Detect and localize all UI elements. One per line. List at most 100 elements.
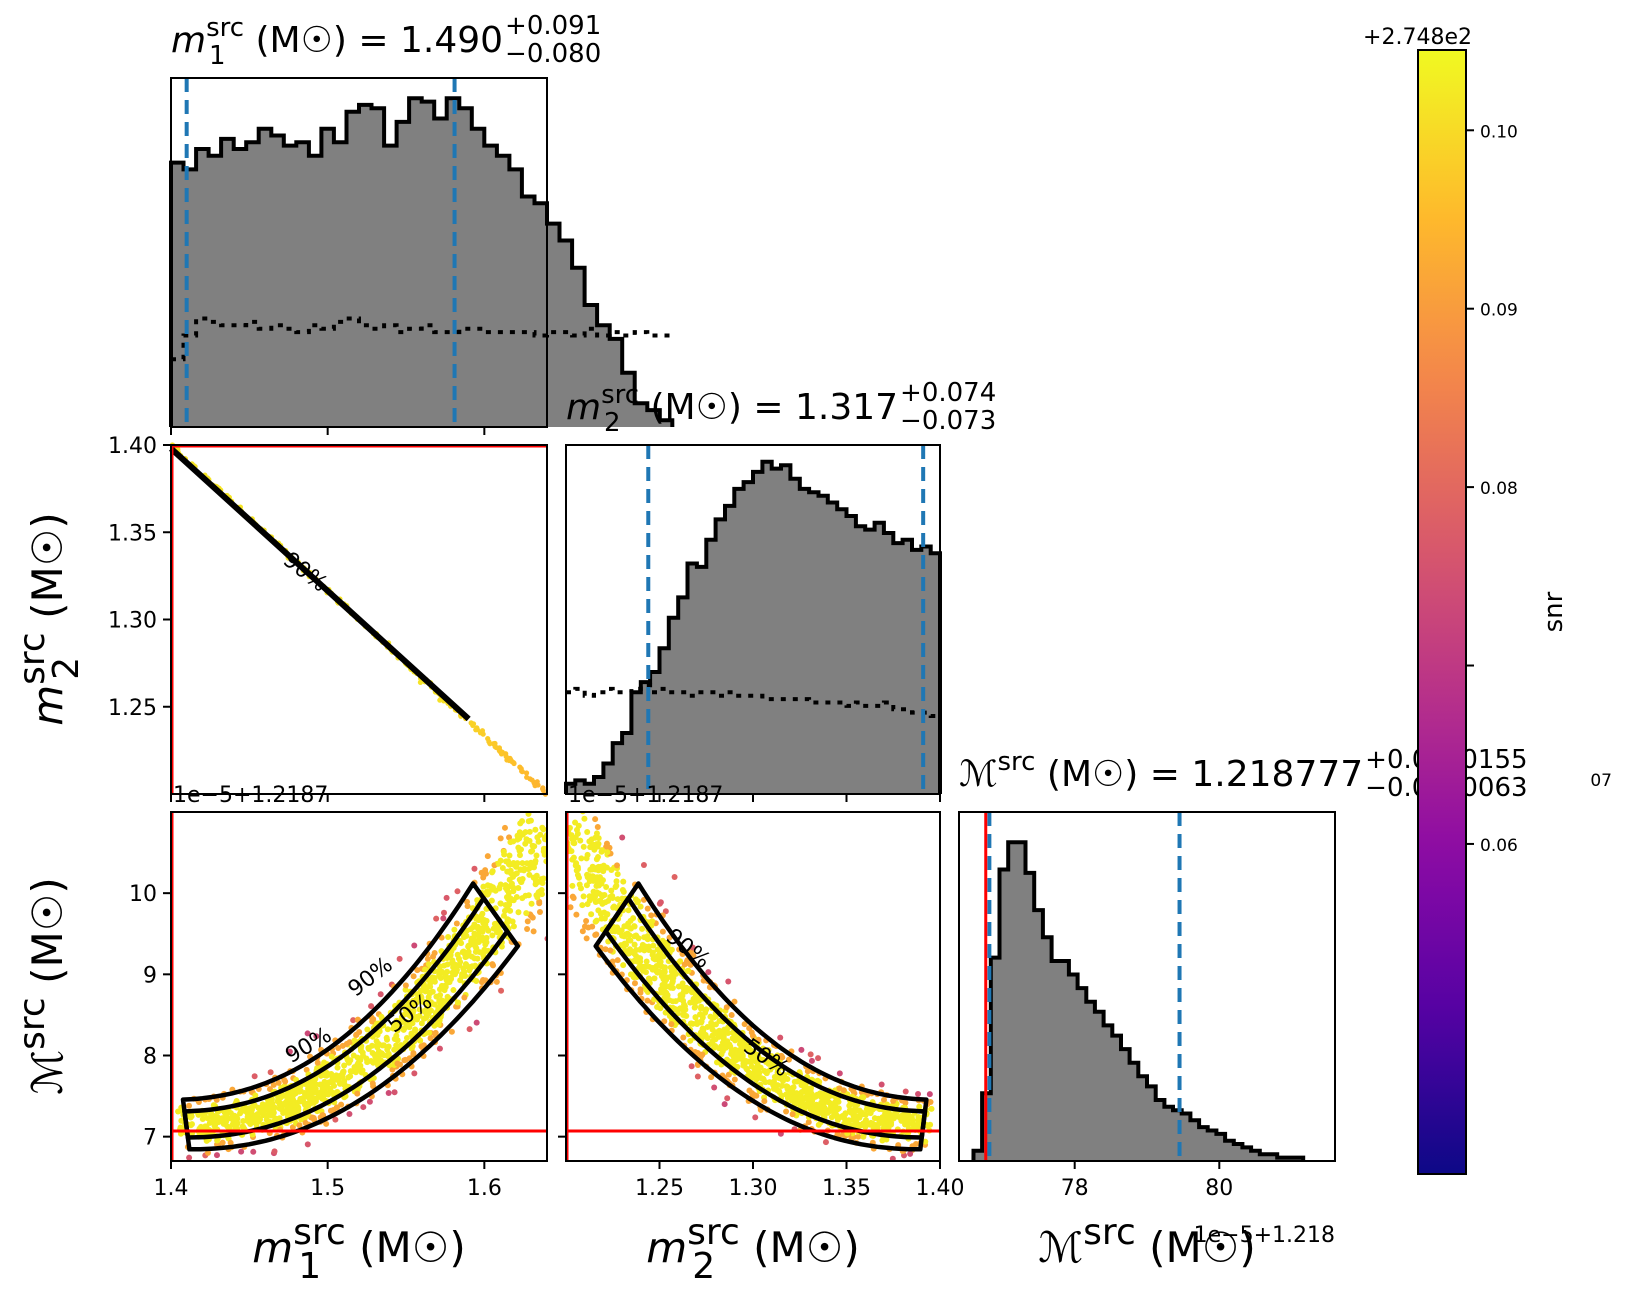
m2-chirp-panel-point	[916, 1103, 923, 1110]
m2-histogram-bar	[753, 471, 763, 794]
m2-chirp-x-tick-label: 1.35	[822, 1176, 871, 1201]
m2-chirp-panel-point	[711, 1084, 718, 1091]
m1-chirp-panel-point	[471, 921, 478, 928]
m1-m2-point	[539, 786, 546, 792]
m2-histogram-bar	[930, 553, 941, 794]
m1-chirp-panel-point	[465, 951, 472, 958]
m2-chirp-panel-point	[649, 918, 656, 925]
m2-chirp-panel-point	[600, 868, 607, 875]
m1-chirp-panel-point	[460, 948, 467, 955]
m2-chirp-panel-point	[567, 904, 574, 911]
m1-chirp-panel-point	[254, 1111, 261, 1118]
m2-chirp-panel-point	[581, 815, 588, 822]
m2-title-minus: −0.073	[900, 406, 996, 436]
m1-chirp-panel-point	[540, 848, 547, 855]
m1-chirp-panel-point	[495, 924, 502, 931]
m2-chirp-panel-point	[704, 1024, 711, 1031]
m1-chirp-panel-point	[331, 1082, 338, 1089]
m2-histogram-bar	[809, 492, 819, 794]
chirp-histogram-bar	[1173, 1110, 1183, 1161]
chirp-hist-x-tick-label: 78	[1061, 1176, 1089, 1201]
m2-chirp-panel-point	[738, 1045, 745, 1052]
m2-chirp-panel-point	[731, 1076, 738, 1083]
m1-chirp-panel-point	[529, 914, 536, 921]
m1-chirp-panel-point	[255, 1104, 262, 1111]
m1-chirp-panel-point	[504, 916, 511, 923]
m1-chirp-panel-point	[524, 918, 531, 925]
m1-histogram-bar	[634, 403, 648, 427]
m2-chirp-panel-point	[798, 1046, 805, 1053]
m1-chirp-panel-point	[394, 1060, 401, 1067]
m1-chirp-y-tick-label: 9	[143, 963, 157, 988]
m2-chirp-panel-point	[633, 932, 640, 939]
chirp-histogram	[971, 812, 1306, 1162]
m2-chirp-panel-point	[608, 867, 615, 874]
m1-chirp-panel-point	[227, 1139, 234, 1146]
m1-chirp-panel-point	[461, 969, 468, 976]
m2-chirp-panel-point	[559, 838, 565, 844]
m1-m2-point	[523, 770, 530, 776]
m1-chirp-panel-point	[368, 1003, 375, 1010]
chirp-histogram-bar	[1008, 842, 1018, 1161]
m2-chirp-panel-point	[593, 917, 600, 924]
m1-chirp-panel-point	[373, 1058, 380, 1065]
m1-chirp-panel-point	[275, 1079, 282, 1086]
m2-chirp-panel-point	[771, 1074, 778, 1081]
m2-chirp-panel-point	[633, 958, 640, 965]
colorbar-tick-label: 0.08	[1480, 479, 1518, 499]
m2-chirp-panel-point	[835, 1105, 842, 1112]
m1-chirp-panel-point	[506, 834, 513, 841]
m2-chirp-panel-point	[807, 1051, 814, 1058]
m1-histogram-bar	[233, 149, 247, 427]
m2-chirp-panel-point	[870, 1124, 877, 1131]
m1-chirp-panel-point	[454, 951, 461, 958]
m2-histogram-bar	[696, 566, 707, 794]
m1-chirp-panel-point	[389, 1066, 396, 1073]
m2-chirp-panel-point	[634, 899, 641, 906]
m1-chirp-panel-point	[530, 928, 537, 935]
m2-histogram-bar	[762, 461, 773, 794]
m2-histogram-bar	[799, 488, 810, 794]
m2-chirp-panel-point	[776, 1071, 783, 1078]
m2-histogram-prior-line	[566, 683, 940, 718]
m2-chirp-panel-point	[589, 875, 596, 882]
m2-chirp-panel-point	[829, 1106, 836, 1113]
m2-histogram-bar	[902, 539, 913, 794]
m2-chirp-panel-point	[765, 1047, 772, 1054]
m1-chirp-panel-point	[341, 1062, 348, 1069]
m1-histogram-bar	[371, 108, 385, 427]
m2-histogram-bar	[631, 692, 642, 794]
m1-m2-point	[480, 731, 486, 737]
m1-chirp-panel-point	[533, 852, 540, 859]
m1-chirp-panel-point	[558, 857, 564, 863]
m2-histogram-bar	[640, 682, 651, 794]
m2-chirp-panel-point	[576, 881, 583, 888]
m2-chirp-x-tick-label: 1.30	[729, 1176, 778, 1201]
m1-chirp-panel-point	[525, 892, 532, 899]
m1-chirp-panel-point	[281, 1076, 288, 1083]
m1-chirp-panel-point	[227, 1110, 234, 1117]
m1-chirp-panel-point	[437, 975, 444, 982]
m2-chirp-panel-point	[783, 1091, 790, 1098]
m2-axis-label-unit: (M☉)	[740, 1223, 860, 1272]
m2-chirp-panel-point	[878, 1081, 885, 1088]
m1-m2-point	[417, 679, 424, 685]
m2-histogram-bar	[743, 482, 754, 794]
m2-chirp-panel-point	[755, 1054, 762, 1061]
m1-chirp-panel-point	[507, 839, 514, 846]
m1-histogram-bar	[496, 155, 510, 428]
m2-axis-label-text: msrc (M☉)	[646, 1212, 860, 1272]
m2-chirp-panel-point	[637, 903, 644, 910]
m2-chirp-panel-point	[783, 1108, 790, 1115]
m1-chirp-panel-point	[483, 934, 490, 941]
m1-chirp-panel-point	[306, 1090, 313, 1097]
m2-chirp-panel-point	[607, 947, 614, 954]
m2-histogram-bar	[874, 522, 885, 794]
m1-chirp-panel-point	[202, 1123, 209, 1130]
m2-y-axis-label-text: msrc (M☉)	[12, 512, 72, 726]
m2-chirp-panel-point	[662, 964, 669, 971]
m2-chirp-panel-point	[808, 1057, 815, 1064]
m2-chirp-panel-point	[732, 1036, 739, 1043]
m1-chirp-panel-point	[497, 835, 504, 842]
m2-chirp-panel-point	[879, 1137, 886, 1144]
